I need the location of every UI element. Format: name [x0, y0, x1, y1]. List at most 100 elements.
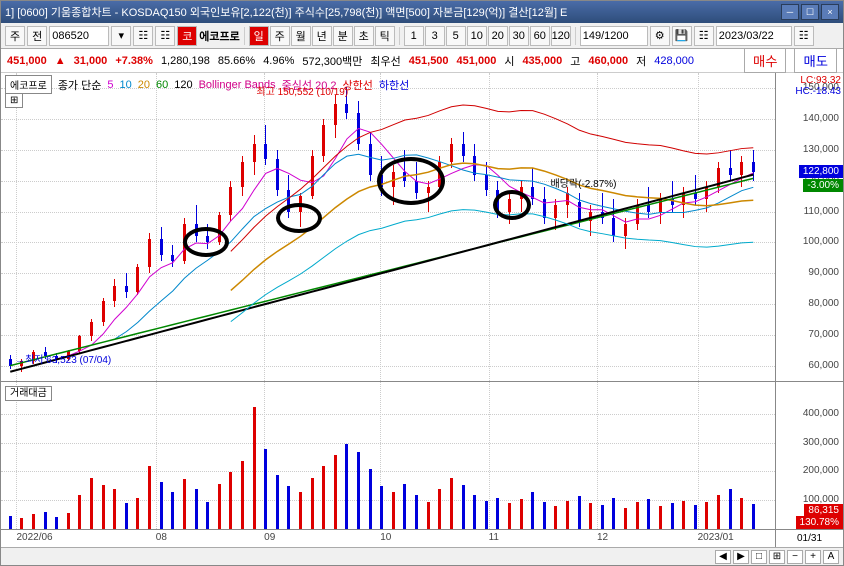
tool-save-icon[interactable]: ⚙	[650, 26, 670, 46]
calendar-icon[interactable]: ☷	[794, 26, 814, 46]
max-button[interactable]: ☐	[801, 4, 819, 20]
date-input[interactable]	[716, 26, 792, 46]
priority: 최우선	[370, 53, 400, 69]
tool-print-icon[interactable]: ☷	[694, 26, 714, 46]
ratio2: 4.96%	[263, 55, 294, 67]
range-120[interactable]: 120	[551, 26, 571, 46]
vol-ytick: 300,000	[803, 437, 839, 448]
volume-bar	[171, 492, 174, 529]
volume-bar	[740, 498, 743, 529]
volume-bar	[113, 489, 116, 529]
close-button[interactable]: ×	[821, 4, 839, 20]
volume-chart[interactable]: 거래대금	[1, 382, 775, 529]
high-label: 고	[570, 53, 580, 69]
volume-bar	[578, 496, 581, 529]
interval-월[interactable]: 월	[291, 26, 311, 46]
range-1[interactable]: 1	[404, 26, 424, 46]
volume-bar	[102, 485, 105, 529]
change-arrow: ▲	[55, 55, 66, 67]
volume-bar	[44, 512, 47, 529]
volume-bar	[601, 505, 604, 529]
period-button[interactable]: 주	[5, 26, 25, 46]
bottom-−[interactable]: −	[787, 550, 803, 564]
volume-bar	[125, 503, 128, 529]
range-60[interactable]: 60	[530, 26, 550, 46]
buy-button[interactable]: 매수	[744, 48, 787, 73]
interval-년[interactable]: 년	[312, 26, 332, 46]
range-3[interactable]: 3	[425, 26, 445, 46]
ma60-label: 60	[156, 79, 168, 91]
lc-hc-label: LC:93.32 HC:-18.43	[795, 75, 841, 97]
volume-area: 거래대금 100,000200,000300,000400,00086,3151…	[1, 381, 843, 529]
xaxis-main: 2022/0608091011122023/01	[1, 530, 775, 547]
volume-bar	[9, 516, 12, 529]
volume-bar	[311, 478, 314, 529]
volume-bar	[520, 499, 523, 529]
interval-초[interactable]: 초	[354, 26, 374, 46]
volume-bar	[554, 506, 557, 529]
volume: 1,280,198	[161, 55, 210, 67]
volume-yaxis: 100,000200,000300,000400,00086,315130.78…	[775, 382, 843, 529]
chart-area: 에코프로 종가 단순 5 10 20 60 120 Bollinger Band…	[1, 73, 843, 381]
volume-bar	[473, 495, 476, 529]
bottom-▶[interactable]: ▶	[733, 550, 749, 564]
range-20[interactable]: 20	[488, 26, 508, 46]
search-icon[interactable]: ▾	[111, 26, 131, 46]
range-5[interactable]: 5	[446, 26, 466, 46]
tool-icon-2[interactable]: ☷	[155, 26, 175, 46]
xtick: 09	[264, 532, 275, 547]
ytick: 60,000	[808, 360, 839, 371]
prev-button[interactable]: 전	[27, 26, 47, 46]
tool-icon-1[interactable]: ☷	[133, 26, 153, 46]
hc-value: HC:-18.43	[795, 86, 841, 97]
low-label: 저	[636, 53, 646, 69]
volume-bar	[496, 498, 499, 529]
volume-bar	[671, 503, 674, 529]
tool-disk-icon[interactable]: 💾	[672, 26, 692, 46]
sell-button[interactable]: 매도	[794, 48, 837, 73]
title-text: 1] [0600] 기움종합차트 - KOSDAQ150 외국인보유[2,122…	[5, 4, 781, 20]
ytick: 100,000	[803, 236, 839, 247]
vol-ytick: 400,000	[803, 408, 839, 419]
ytick: 140,000	[803, 113, 839, 124]
price-yaxis: LC:93.32 HC:-18.43 60,00070,00080,00090,…	[775, 73, 843, 381]
price-chart[interactable]: 에코프로 종가 단순 5 10 20 60 120 Bollinger Band…	[1, 73, 775, 381]
legend-stock[interactable]: 에코프로	[5, 75, 52, 94]
interval-틱[interactable]: 틱	[375, 26, 395, 46]
price: 451,000	[7, 55, 47, 67]
xaxis: 2022/0608091011122023/01 01/31	[1, 529, 843, 547]
bottom-+[interactable]: +	[805, 550, 821, 564]
bottom-bar: ◀▶□⊞−+A	[1, 547, 843, 565]
bb-lower-label: 하한선	[379, 77, 409, 93]
volume-bar	[322, 466, 325, 529]
xtick: 08	[156, 532, 167, 547]
volume-bar	[403, 484, 406, 530]
volume-label[interactable]: 거래대금	[5, 386, 52, 401]
bottom-⊞[interactable]: ⊞	[769, 550, 785, 564]
volume-bar	[589, 503, 592, 529]
kosdaq-icon[interactable]: 코	[177, 26, 197, 46]
volume-bar	[647, 499, 650, 529]
bottom-□[interactable]: □	[751, 550, 767, 564]
interval-분[interactable]: 분	[333, 26, 353, 46]
xaxis-side: 01/31	[775, 530, 843, 547]
toolbar: 주 전 ▾ ☷ ☷ 코 에코프로 일주월년분초틱 13510203060120 …	[1, 23, 843, 49]
ma120-label: 120	[174, 79, 192, 91]
grid-icon[interactable]: ⊞	[5, 93, 23, 108]
min-button[interactable]: ─	[781, 4, 799, 20]
interval-주[interactable]: 주	[270, 26, 290, 46]
stock-name: 에코프로	[199, 28, 239, 44]
ytick: 90,000	[808, 267, 839, 278]
range-10[interactable]: 10	[467, 26, 487, 46]
bottom-◀[interactable]: ◀	[715, 550, 731, 564]
dividend-label: 배당락(-2.87%)	[551, 175, 617, 190]
current-price-label: 122,800	[799, 165, 843, 178]
interval-일[interactable]: 일	[249, 26, 269, 46]
amount: 572,300백만	[302, 53, 362, 69]
range-30[interactable]: 30	[509, 26, 529, 46]
high: 460,000	[588, 55, 628, 67]
volume-bar	[415, 495, 418, 529]
bottom-A[interactable]: A	[823, 550, 839, 564]
code-input[interactable]	[49, 26, 109, 46]
count-input[interactable]	[580, 26, 648, 46]
